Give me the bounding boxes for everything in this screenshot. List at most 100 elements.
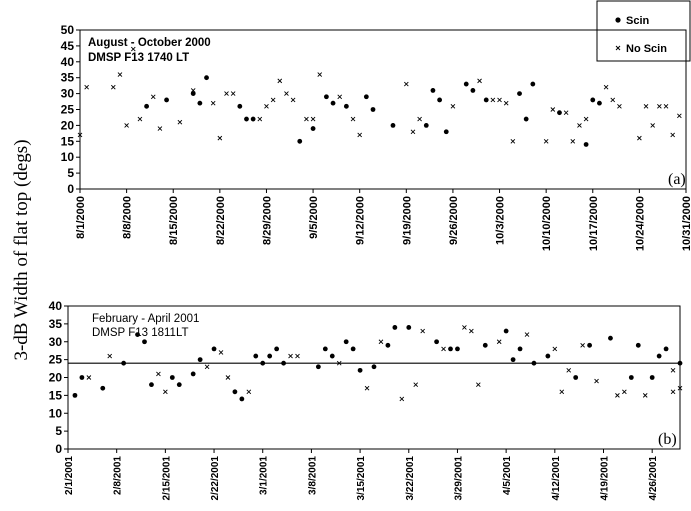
no-scin-point-stroke: [566, 368, 572, 373]
no-scin-point: [490, 97, 496, 103]
no-scin-point-stroke: [156, 371, 161, 377]
no-scin-point-stroke: [570, 138, 576, 144]
no-scin-point-stroke: [225, 375, 231, 380]
no-scin-point: [110, 84, 116, 90]
no-scin-point-stroke: [477, 78, 482, 84]
scin-point: [250, 116, 256, 122]
scin-point: [517, 91, 522, 96]
no-scin-point-stroke: [86, 375, 92, 380]
x-tick-label: 3/29/2001: [453, 456, 464, 501]
legend: Scin No Scin: [596, 0, 691, 62]
scin-point: [329, 353, 335, 359]
no-scin-point-stroke: [217, 135, 223, 141]
no-scin-point-stroke: [246, 389, 252, 395]
scin-point: [281, 360, 286, 366]
y-tick-label: 40: [61, 55, 75, 69]
panel-annotation: DMSP F13 1740 LT: [88, 52, 189, 64]
panel-label: (a): [668, 171, 686, 188]
y-tick-label: 20: [61, 118, 75, 132]
no-scin-point: [670, 368, 676, 373]
no-scin-point-stroke: [496, 339, 502, 345]
no-scin-point-stroke: [503, 100, 509, 106]
scin-point: [557, 110, 562, 116]
no-scin-point-stroke: [670, 132, 675, 138]
no-scin-point-stroke: [117, 72, 123, 77]
y-tick-label: 50: [61, 23, 75, 37]
scin-point: [656, 353, 662, 359]
no-scin-point-stroke: [577, 123, 582, 128]
no-scin-point-stroke: [475, 382, 481, 387]
no-scin-point-stroke: [270, 97, 276, 103]
no-scin-point: [469, 328, 474, 334]
no-scin-point-stroke: [524, 332, 530, 337]
no-scin-point-stroke: [317, 72, 323, 77]
y-tick-label: 35: [49, 317, 63, 331]
scin-point: [482, 342, 488, 348]
no-scin-point-stroke: [84, 84, 89, 90]
scin-point: [443, 129, 449, 135]
y-tick-label: 15: [49, 388, 63, 402]
no-scin-point: [497, 97, 502, 103]
no-scin-point-stroke: [350, 116, 356, 122]
panel-annotation: DMSP F13 1811LT: [92, 327, 189, 339]
scin-point: [597, 100, 602, 106]
scin-point: [72, 392, 78, 398]
no-scin-point: [399, 396, 405, 402]
scin-point: [239, 396, 245, 402]
no-scin-point: [157, 126, 163, 131]
no-scin-point: [475, 382, 481, 387]
scin-point: [253, 353, 259, 359]
scin-point: [392, 325, 398, 330]
scin-point: [608, 335, 613, 341]
scin-point: [530, 81, 536, 87]
x-tick-label: 9/5/2000: [308, 196, 320, 239]
no-scin-point-stroke: [642, 393, 648, 398]
x-tick-label: 8/22/2000: [215, 196, 227, 245]
no-scin-point-stroke: [163, 389, 168, 395]
no-scin-point: [566, 368, 572, 373]
no-scin-point-stroke: [677, 113, 682, 119]
y-tick-label: 35: [61, 71, 75, 85]
x-tick-label: 9/26/2000: [448, 196, 460, 245]
no-scin-point: [317, 72, 323, 77]
no-scin-point-stroke: [107, 353, 113, 359]
no-scin-point-stroke: [190, 88, 196, 93]
x-tick-label: 10/3/2000: [495, 196, 507, 245]
no-scin-point: [264, 104, 269, 109]
scin-point: [149, 382, 154, 388]
no-scin-point: [663, 104, 669, 109]
y-tick-label: 30: [61, 87, 75, 101]
legend-box: [596, 0, 691, 62]
no-scin-point-stroke: [594, 378, 599, 384]
scin-point: [190, 91, 196, 96]
no-scin-point: [441, 346, 446, 352]
no-scin-point: [156, 371, 161, 377]
no-scin-point-stroke: [277, 78, 283, 84]
no-scin-point-stroke: [563, 110, 569, 115]
no-scin-point: [117, 72, 123, 77]
no-scin-point-stroke: [284, 91, 289, 96]
no-scin-point: [277, 78, 283, 84]
scin-point: [343, 339, 349, 345]
x-tick-label: 9/12/2000: [355, 196, 367, 245]
no-scin-point: [670, 389, 676, 395]
no-scin-point-stroke: [583, 116, 589, 122]
scin-point: [176, 382, 182, 388]
no-scin-point: [543, 138, 549, 144]
x-tick-label: 10/17/2000: [588, 196, 600, 251]
scin-point: [363, 94, 369, 100]
x-tick-label: 4/5/2001: [502, 456, 513, 495]
scin-point: [350, 346, 356, 352]
no-scin-point-stroke: [304, 116, 309, 122]
scin-point: [649, 375, 655, 380]
legend-no-scin-label: No Scin: [626, 43, 667, 55]
no-scin-point-stroke: [622, 389, 627, 395]
x-tick-label: 8/1/2000: [75, 196, 87, 239]
no-scin-point-stroke: [336, 360, 342, 366]
scin-point: [357, 367, 363, 373]
y-tick-label: 5: [67, 166, 74, 180]
no-scin-point: [378, 339, 384, 345]
no-scin-point-stroke: [157, 126, 163, 131]
scin-point: [587, 342, 592, 348]
no-scin-point: [642, 393, 648, 398]
